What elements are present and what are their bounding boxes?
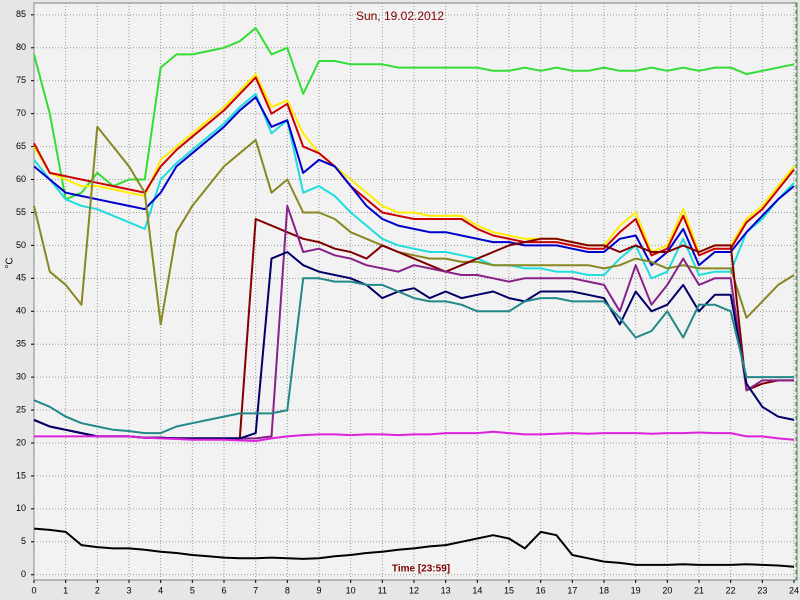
x-tick-label: 8 (285, 585, 290, 595)
lines (33, 27, 795, 568)
chart-title: Sun, 19.02.2012 (356, 9, 444, 23)
x-tick-label: 12 (409, 585, 419, 595)
y-tick-label: 40 (16, 306, 26, 316)
y-tick-label: 65 (16, 141, 26, 151)
y-tick-label: 55 (16, 207, 26, 217)
y-tick-label: 0 (21, 569, 26, 579)
series-line (34, 430, 795, 442)
x-tick-label: 11 (378, 585, 387, 595)
x-tick-label: 20 (662, 585, 672, 595)
y-tick-label: 15 (16, 470, 26, 480)
y-tick-label: 85 (16, 9, 26, 19)
x-tick-label: 16 (536, 585, 546, 595)
y-tick-label: 45 (16, 273, 26, 283)
series-line (33, 527, 795, 568)
x-tick-label: 7 (253, 585, 258, 595)
x-tick-label: 9 (316, 585, 321, 595)
y-tick-label: 30 (16, 372, 26, 382)
series-line (33, 125, 795, 326)
y-axis-label: °C (5, 257, 16, 268)
x-tick-label: 15 (504, 585, 514, 595)
plot-area (33, 2, 798, 581)
y-tick-label: 35 (16, 339, 26, 349)
series-line (33, 73, 795, 253)
x-tick-label: 5 (190, 585, 195, 595)
y-tick-label: 70 (16, 108, 26, 118)
x-tick-label: 23 (757, 585, 767, 595)
x-tick-label: 18 (599, 585, 609, 595)
y-tick-label: 10 (16, 503, 26, 513)
x-tick-label: 0 (31, 585, 36, 595)
x-tick-label: 10 (346, 585, 356, 595)
y-tick-label: 5 (21, 536, 26, 546)
x-tick-label: 1 (63, 585, 68, 595)
series-line (33, 27, 795, 201)
x-tick-label: 2 (95, 585, 100, 595)
x-tick-label: 6 (221, 585, 226, 595)
y-tick-label: 20 (16, 437, 26, 447)
x-tick-label: 22 (726, 585, 736, 595)
x-axis-label: Time [23:59] (392, 564, 450, 575)
x-tick-label: 17 (567, 585, 577, 595)
x-tick-label: 19 (631, 585, 641, 595)
x-tick-label: 14 (472, 585, 482, 595)
y-tick-label: 50 (16, 240, 26, 250)
y-tick-label: 60 (16, 174, 26, 184)
series-line (33, 92, 795, 280)
x-tick-label: 24 (789, 585, 799, 595)
x-tick-label: 3 (126, 585, 131, 595)
y-tick-label: 80 (16, 42, 26, 52)
x-tick-label: 21 (694, 585, 704, 595)
series-line (33, 76, 795, 257)
x-tick-label: 4 (158, 585, 163, 595)
y-tick-label: 75 (16, 75, 26, 85)
series-line (33, 277, 794, 435)
x-tick-label: 13 (441, 585, 451, 595)
y-tick-label: 25 (16, 404, 26, 414)
